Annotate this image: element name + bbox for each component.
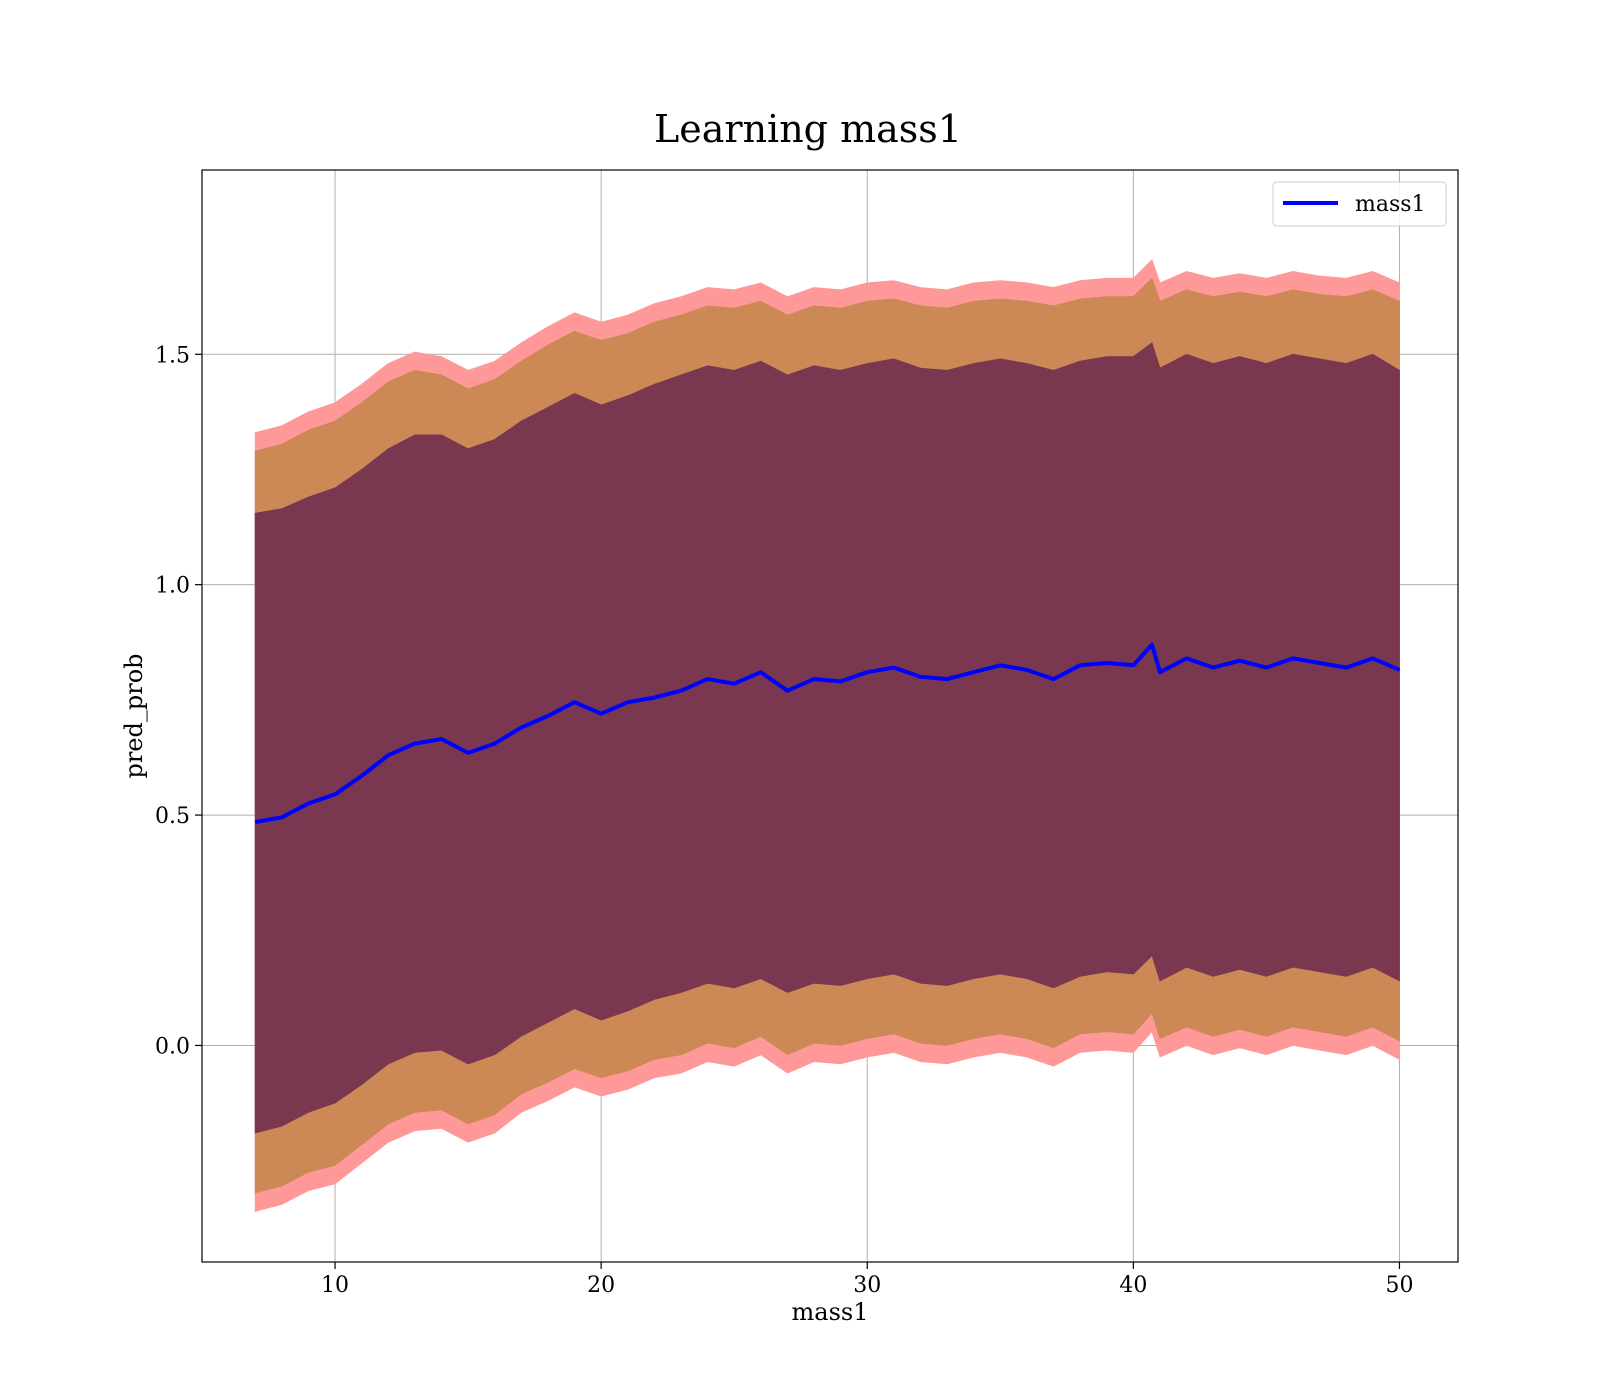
plot-frame — [201, 169, 1459, 1263]
band-inner — [254, 342, 1400, 1134]
y-tick-label: 0.0 — [155, 1034, 190, 1059]
y-tick-label: 0.5 — [155, 804, 190, 829]
y-axis-label: pred_prob — [120, 653, 148, 778]
x-tick-label: 10 — [321, 1273, 349, 1298]
x-tick-label: 50 — [1385, 1273, 1413, 1298]
series-line-mass1 — [254, 642, 1401, 824]
x-tick-label: 40 — [1119, 1273, 1147, 1298]
confidence-bands — [254, 259, 1400, 1212]
legend-label: mass1 — [1355, 192, 1426, 217]
legend-box — [1272, 181, 1447, 227]
x-axis-ticks: 10 20 30 40 50 — [321, 1262, 1413, 1298]
x-axis-label: mass1 — [792, 1298, 869, 1326]
chart-title: Learning mass1 — [654, 107, 962, 151]
x-tick-label: 20 — [587, 1273, 615, 1298]
y-tick-label: 1.0 — [155, 574, 190, 599]
y-axis-ticks: 0.0 0.5 1.0 1.5 — [155, 343, 202, 1059]
legend: mass1 — [1272, 181, 1447, 227]
series-lines — [254, 642, 1401, 824]
y-tick-label: 1.5 — [155, 343, 190, 368]
x-tick-label: 30 — [853, 1273, 881, 1298]
